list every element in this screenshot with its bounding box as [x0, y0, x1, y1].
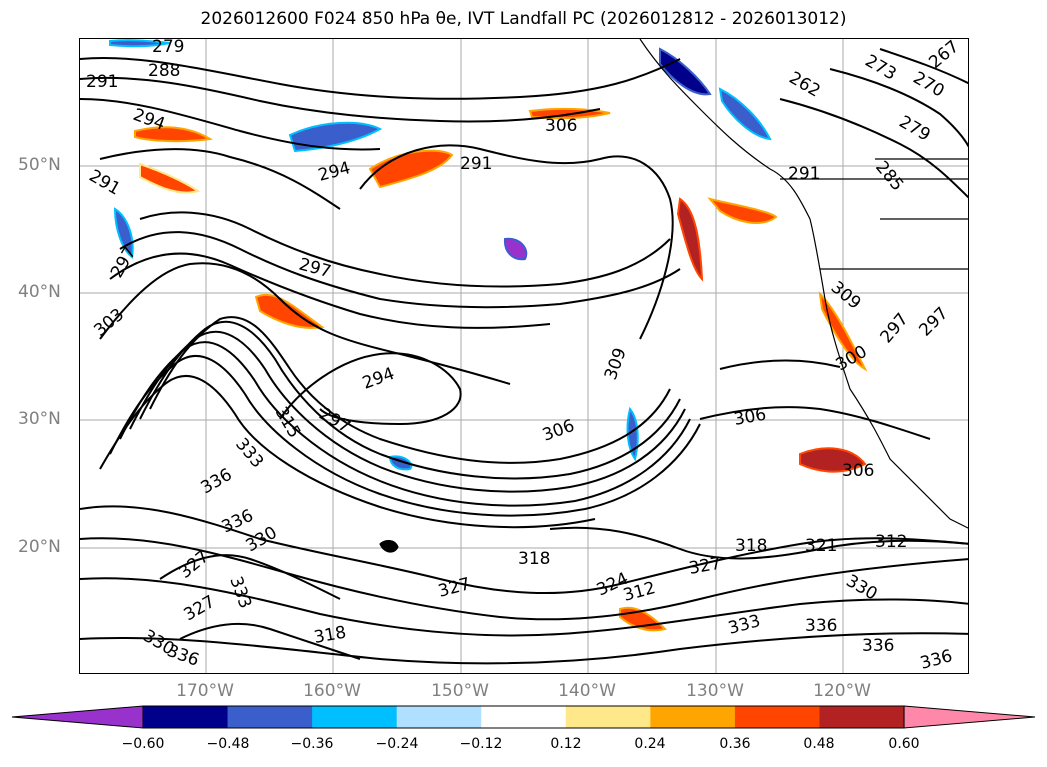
contour-label: 333: [231, 434, 267, 472]
colorbar-tick: 0.12: [550, 736, 582, 752]
lat-label-40n: 40°N: [18, 282, 61, 302]
map-title: 2026012600 F024 850 hPa θe, IVT Landfall…: [200, 9, 847, 29]
contour-label: 327: [436, 574, 473, 602]
colorbar-segment: [819, 706, 905, 728]
contour-label: 309: [601, 345, 631, 382]
contour-label: 297: [107, 243, 141, 281]
contour-label: 291: [86, 166, 124, 200]
contour-label: 297: [877, 309, 913, 347]
colorbar-frame: [142, 705, 905, 729]
theta-e-contours: [80, 48, 968, 665]
contour-label: 297: [915, 303, 952, 340]
colorbar-segment: [396, 706, 482, 728]
contour-label: 306: [545, 116, 577, 136]
contour-label: 291: [86, 72, 118, 92]
contour-label: 336: [862, 636, 894, 656]
colorbar-segment: [565, 706, 651, 728]
contour-label: 318: [518, 549, 550, 569]
contour-label: 294: [316, 158, 353, 186]
lon-label-160w: 160°W: [303, 681, 361, 701]
colorbar-tick: −0.36: [290, 736, 334, 752]
contour-label: 327: [687, 554, 722, 579]
contour-label: 321: [805, 536, 837, 556]
contour-label: 336: [805, 616, 837, 636]
colorbar-segment: [650, 706, 736, 728]
colorbar-tick: −0.60: [121, 736, 165, 752]
contour-label: 306: [842, 461, 874, 481]
contour-label: 294: [360, 364, 397, 394]
contour-label: 306: [732, 405, 767, 430]
contour-label: 327: [181, 592, 219, 626]
lon-label-170w: 170°W: [176, 681, 234, 701]
contour-label: 336: [198, 465, 236, 499]
contour-label: 318: [312, 623, 347, 648]
contour-label: 279: [152, 39, 184, 57]
colorbar-segment: [227, 706, 313, 728]
colorbar: [11, 705, 1036, 729]
contour-labels: 279 288 291 294 306 291 297 294 291 297 …: [86, 39, 964, 674]
colorbar-segment: [312, 706, 398, 728]
colorbar-segment: [143, 706, 229, 728]
contour-label: 333: [726, 611, 763, 639]
contour-label: 330: [243, 523, 281, 557]
colorbar-tick: 0.48: [803, 736, 835, 752]
colorbar-segment: [481, 706, 567, 728]
contour-label: 285: [871, 157, 907, 195]
contour-label: 262: [786, 68, 824, 102]
colorbar-tick: −0.24: [375, 736, 419, 752]
colorbar-extend-low: [11, 705, 144, 729]
contour-label: 336: [219, 506, 257, 538]
contour-label: 336: [918, 646, 955, 674]
contour-label: 279: [896, 112, 934, 146]
contour-label: 270: [910, 68, 948, 102]
contour-label: 300: [833, 342, 871, 376]
contour-label: 297: [297, 255, 334, 283]
lat-label-50n: 50°N: [18, 155, 61, 175]
contour-label: 318: [735, 536, 767, 556]
colorbar-tick: 0.60: [888, 736, 920, 752]
colorbar-tick: 0.36: [719, 736, 751, 752]
colorbar-segment: [734, 706, 820, 728]
lon-label-130w: 130°W: [686, 681, 744, 701]
contour-label: 288: [148, 61, 180, 81]
contour-label: 333: [225, 574, 255, 611]
contour-label: 291: [788, 164, 820, 184]
colorbar-tick: −0.48: [206, 736, 250, 752]
colorbar-tick: 0.24: [634, 736, 666, 752]
lat-label-20n: 20°N: [18, 537, 61, 557]
colorbar-extend-high: [903, 705, 1036, 729]
map-canvas: 279 288 291 294 306 291 297 294 291 297 …: [80, 39, 968, 674]
map-panel: 279 288 291 294 306 291 297 294 291 297 …: [79, 38, 969, 674]
colorbar-segments: [11, 705, 1036, 729]
colorbar-tick: −0.12: [459, 736, 503, 752]
lon-label-140w: 140°W: [558, 681, 616, 701]
contour-label: 312: [875, 532, 907, 552]
coastlines: [379, 39, 968, 553]
lat-label-30n: 30°N: [18, 409, 61, 429]
lon-label-150w: 150°W: [431, 681, 489, 701]
contour-label: 291: [460, 154, 492, 174]
lon-label-120w: 120°W: [813, 681, 871, 701]
